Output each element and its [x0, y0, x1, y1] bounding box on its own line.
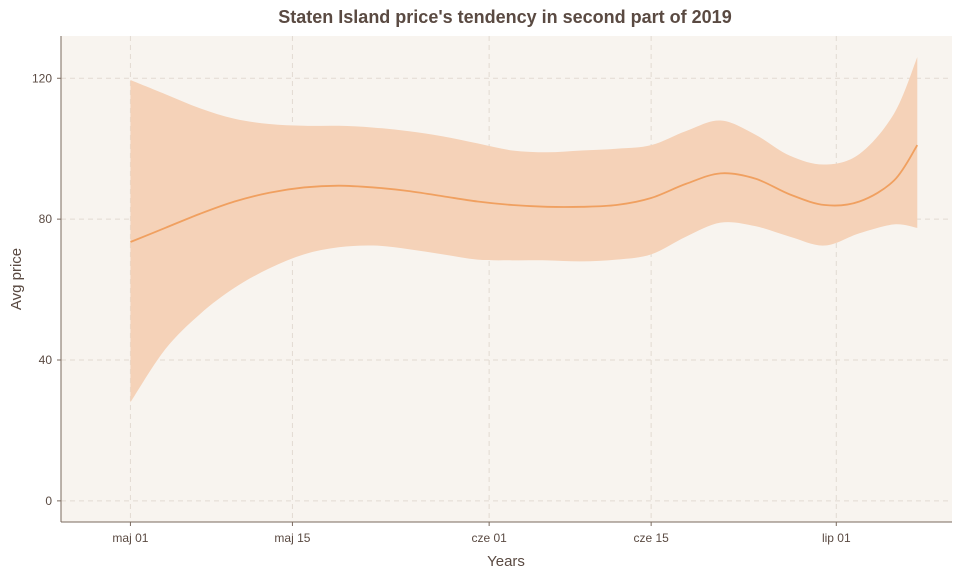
confidence-band [130, 57, 918, 403]
trend-line [130, 144, 919, 243]
x-tick-label: maj 01 [112, 531, 148, 545]
y-tick-label: 0 [45, 494, 52, 508]
confidence-band-layer [130, 57, 918, 403]
x-axis-title: Years [487, 553, 525, 570]
x-tick-label: cze 15 [633, 531, 669, 545]
axis-ticks: 0 40 80 120 maj 01 maj 15 cze 01 cze 15 lip 01 [32, 71, 851, 545]
y-tick-label: 80 [39, 212, 53, 226]
chart-title: Staten Island price's tendency in second… [278, 7, 731, 27]
y-tick-label: 40 [39, 353, 53, 367]
x-tick-label: cze 01 [471, 531, 507, 545]
y-tick-label: 120 [32, 71, 52, 85]
y-axis-title: Avg price [8, 248, 25, 310]
trend-line-layer [130, 144, 919, 243]
x-tick-label: lip 01 [822, 531, 851, 545]
x-tick-label: maj 15 [274, 531, 310, 545]
